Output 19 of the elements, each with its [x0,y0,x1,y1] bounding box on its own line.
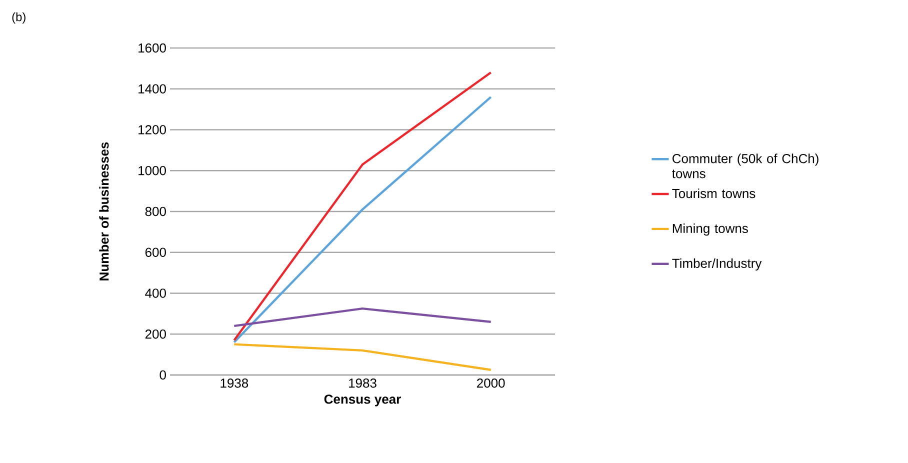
text: (b) [12,12,26,24]
y-tick-label: 800 [145,206,166,216]
x-tick-label: 2000 [477,378,505,388]
x-axis-title: Census year [324,394,401,406]
y-tick-label: 200 [145,330,166,339]
y-axis-title: Number of businesses [99,142,109,280]
y-tick-label: 1600 [138,43,166,53]
y-tick-label: 400 [145,288,166,298]
y-tick-label: 1200 [138,125,166,134]
x-tick-label: 1983 [349,378,376,388]
y-tick-label: 600 [145,248,166,257]
legend-label: Tourism towns [672,188,756,198]
y-tick-label: 1000 [138,166,166,176]
y-tick-label: 1400 [138,84,166,94]
legend-label: Timber/Industry [672,258,762,271]
x-tick-label: 1938 [220,378,248,388]
legend-label: Commuter (50k of ChCh) towns [672,154,818,178]
legend-label: Mining towns [672,223,748,236]
y-tick-label: 0 [160,370,166,380]
